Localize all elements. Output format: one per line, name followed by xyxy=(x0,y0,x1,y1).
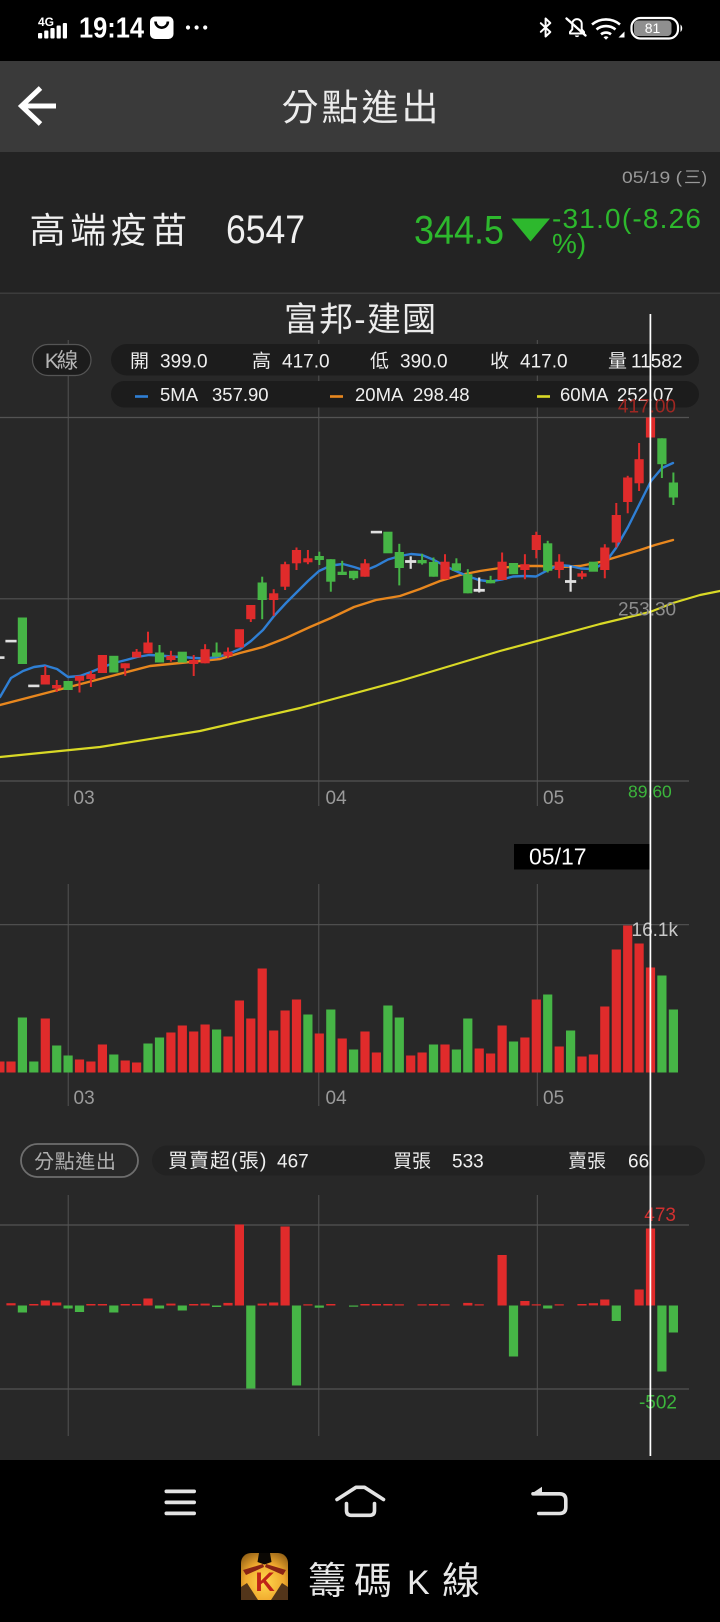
svg-text:K: K xyxy=(45,349,60,373)
svg-text:5MA: 5MA xyxy=(160,384,199,405)
svg-text:60MA: 60MA xyxy=(560,384,609,405)
svg-text:20MA: 20MA xyxy=(355,384,404,405)
svg-text:05: 05 xyxy=(543,1088,564,1109)
svg-text:473: 473 xyxy=(644,1205,676,1226)
svg-text:03: 03 xyxy=(74,1088,95,1109)
svg-text:05/17: 05/17 xyxy=(529,844,587,870)
svg-text:): ) xyxy=(702,169,708,187)
svg-text:K: K xyxy=(255,1567,275,1597)
svg-text:): ) xyxy=(260,1151,267,1173)
svg-text:399.0: 399.0 xyxy=(160,352,208,373)
svg-text:390.0: 390.0 xyxy=(400,352,448,373)
svg-text:04: 04 xyxy=(326,788,348,809)
svg-text:%): %) xyxy=(552,228,586,259)
svg-text:(: ( xyxy=(231,1151,238,1173)
svg-text:417.0: 417.0 xyxy=(282,352,330,373)
svg-text:357.90: 357.90 xyxy=(212,384,269,405)
svg-text:19:14: 19:14 xyxy=(79,13,144,45)
svg-text:252.07: 252.07 xyxy=(617,384,674,405)
svg-text:11582: 11582 xyxy=(631,352,682,373)
svg-text:4G: 4G xyxy=(38,15,54,29)
svg-text:533: 533 xyxy=(452,1152,484,1173)
svg-text:K: K xyxy=(407,1564,430,1602)
svg-text:344.5: 344.5 xyxy=(414,209,504,253)
svg-text:16.1k: 16.1k xyxy=(632,920,679,941)
svg-text:-: - xyxy=(354,301,365,339)
svg-text:298.48: 298.48 xyxy=(413,384,470,405)
svg-text:66: 66 xyxy=(628,1152,649,1173)
svg-text:05/19 (: 05/19 ( xyxy=(622,169,683,187)
svg-text:467: 467 xyxy=(277,1152,309,1173)
svg-text:417.0: 417.0 xyxy=(520,352,568,373)
svg-text:417.00: 417.00 xyxy=(618,397,676,418)
svg-text:253.30: 253.30 xyxy=(618,600,676,621)
svg-text:-31.0(-8.26: -31.0(-8.26 xyxy=(552,203,702,234)
svg-text:04: 04 xyxy=(326,1088,348,1109)
svg-text:03: 03 xyxy=(74,788,95,809)
svg-text:6547: 6547 xyxy=(226,208,305,252)
svg-text:81: 81 xyxy=(645,20,661,36)
svg-text:-502: -502 xyxy=(639,1393,677,1414)
svg-text:05: 05 xyxy=(543,788,564,809)
